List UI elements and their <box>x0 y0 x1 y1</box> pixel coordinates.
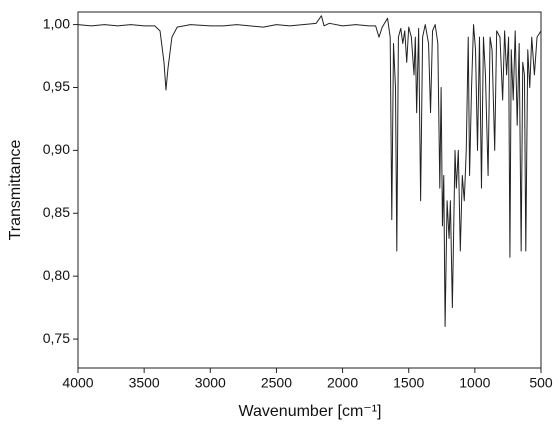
y-tick-label: 0,95 <box>43 78 70 94</box>
y-tick-label: 1,00 <box>43 15 70 31</box>
x-tick-label: 500 <box>529 375 553 391</box>
spectrum-line <box>77 15 542 327</box>
plot-frame <box>77 11 542 369</box>
x-tick-label: 2500 <box>261 375 292 391</box>
x-tick-label: 3500 <box>129 375 160 391</box>
y-tick-label: 0,85 <box>43 204 70 220</box>
x-tick-label: 4000 <box>62 375 93 391</box>
x-tick-label: 3000 <box>195 375 226 391</box>
x-axis-title: Wavenumber [cm⁻¹] <box>239 403 382 420</box>
y-tick-label: 0,90 <box>43 141 70 157</box>
y-axis-title: Transmittance <box>7 140 24 241</box>
x-tick-label: 2000 <box>327 375 358 391</box>
x-tick-label: 1500 <box>393 375 424 391</box>
x-tick-label: 1000 <box>459 375 490 391</box>
y-tick-label: 0,75 <box>43 330 70 346</box>
y-tick-label: 0,80 <box>43 267 70 283</box>
